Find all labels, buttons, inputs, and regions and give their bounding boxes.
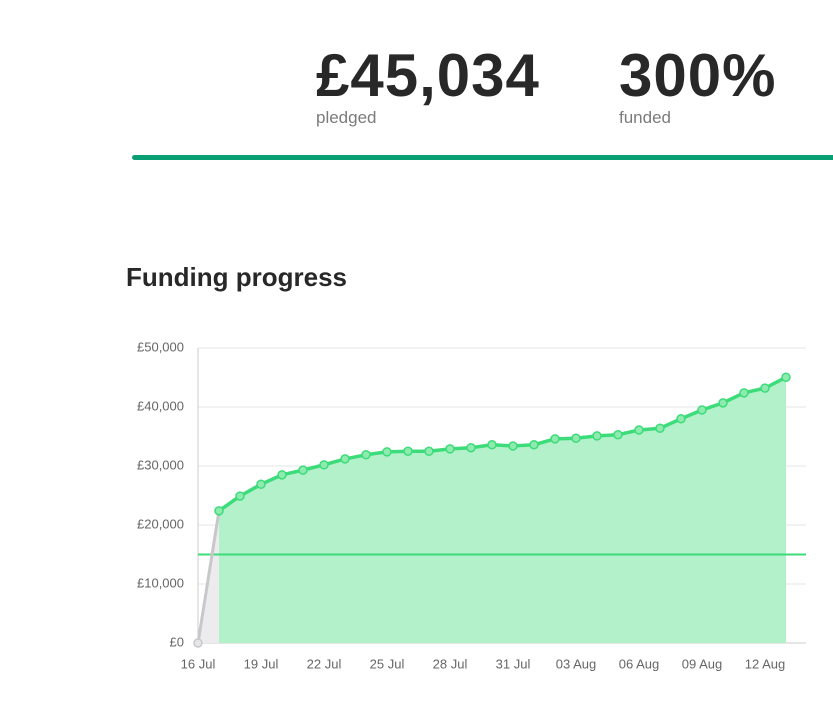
pre-launch-line <box>196 510 221 644</box>
point <box>298 465 308 475</box>
progress-bar <box>132 155 833 160</box>
x-tick-label: 09 Aug <box>682 656 723 671</box>
point <box>613 429 623 440</box>
y-tick-label: £10,000 <box>137 575 184 590</box>
point <box>760 383 770 393</box>
x-tick-label: 22 Jul <box>307 656 342 671</box>
point <box>508 441 518 451</box>
stat: £45,034 pledged <box>316 40 540 128</box>
point <box>466 442 476 453</box>
point <box>256 479 266 490</box>
x-tick-label: 12 Aug <box>745 656 786 671</box>
stat-label: funded <box>619 108 671 127</box>
x-tick-label: 31 Jul <box>496 656 531 671</box>
x-tick-label: 25 Jul <box>370 656 405 671</box>
point <box>235 491 245 501</box>
point <box>529 440 539 450</box>
point <box>718 398 728 408</box>
point <box>319 460 329 470</box>
point <box>550 434 560 444</box>
stat-value: £45,034 <box>316 42 540 109</box>
point <box>571 433 581 444</box>
point <box>361 450 371 460</box>
point <box>634 425 644 435</box>
point <box>424 446 434 456</box>
y-tick-label: £0 <box>170 634 184 649</box>
x-tick-label: 03 Aug <box>556 656 597 671</box>
x-tick-label: 28 Jul <box>433 656 468 671</box>
x-tick-label: 16 Jul <box>181 656 216 671</box>
y-tick-label: £40,000 <box>137 398 184 413</box>
stat: 300% funded <box>619 40 776 128</box>
stat-value: 300% <box>619 42 777 109</box>
y-tick-label: £50,000 <box>137 339 184 354</box>
point <box>592 431 602 441</box>
point <box>487 440 497 450</box>
point <box>676 414 686 424</box>
area <box>219 377 786 643</box>
chart-title: Funding progress <box>126 262 347 292</box>
point <box>655 423 665 433</box>
point <box>781 372 791 383</box>
stat-label: pledged <box>316 108 377 127</box>
y-tick-label: £30,000 <box>137 457 184 472</box>
point <box>403 446 413 456</box>
point <box>214 506 224 516</box>
point <box>340 454 350 464</box>
point <box>382 447 392 457</box>
point <box>697 405 707 415</box>
point <box>739 388 749 398</box>
y-tick-label: £20,000 <box>137 516 184 531</box>
point <box>277 470 287 480</box>
point <box>445 444 455 454</box>
x-tick-label: 06 Aug <box>619 656 660 671</box>
point <box>193 638 203 648</box>
line <box>217 375 787 513</box>
x-tick-label: 19 Jul <box>244 656 279 671</box>
